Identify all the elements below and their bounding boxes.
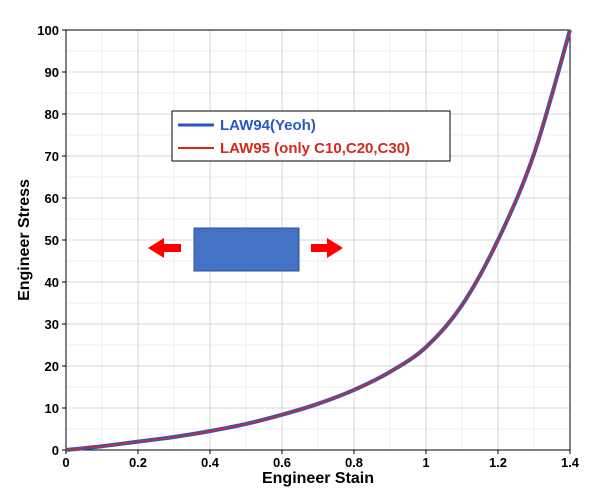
series-line-law95 bbox=[65, 29, 571, 451]
x-tick-label: 1 bbox=[422, 455, 429, 470]
y-tick-label: 70 bbox=[45, 149, 59, 164]
specimen-block bbox=[193, 227, 300, 272]
y-tick-label: 80 bbox=[45, 107, 59, 122]
x-tick-label: 0.2 bbox=[129, 455, 147, 470]
legend-label-law94: LAW94(Yeoh) bbox=[220, 117, 316, 134]
left-arrow-icon bbox=[148, 238, 181, 258]
y-tick-label: 40 bbox=[45, 275, 59, 290]
legend-label-law95: LAW95 (only C10,C20,C30) bbox=[220, 140, 410, 157]
legend: LAW94(Yeoh) LAW95 (only C10,C20,C30) bbox=[171, 110, 451, 162]
y-tick-label: 30 bbox=[45, 317, 59, 332]
y-tick-label: 100 bbox=[37, 23, 59, 38]
x-tick-label: 1.4 bbox=[561, 455, 580, 470]
tension-illustration bbox=[148, 227, 343, 272]
y-tick-label: 20 bbox=[45, 359, 59, 374]
legend-box bbox=[171, 110, 451, 162]
x-tick-label: 0 bbox=[62, 455, 69, 470]
y-tick-label: 50 bbox=[45, 233, 59, 248]
axis-ticks: 0 0.2 0.4 0.6 0.8 1 1.2 1.4 0 10 20 30 40 50 60 70 80 90 1… bbox=[37, 23, 580, 470]
y-tick-label: 10 bbox=[45, 401, 59, 416]
series-group bbox=[65, 29, 572, 452]
x-axis-title: Engineer Stain bbox=[262, 470, 374, 487]
y-axis-title: Engineer Stress bbox=[16, 179, 33, 301]
grid bbox=[65, 29, 571, 451]
y-tick-label: 60 bbox=[45, 191, 59, 206]
x-tick-label: 1.2 bbox=[489, 455, 507, 470]
x-tick-label: 0.8 bbox=[345, 455, 363, 470]
y-tick-label: 0 bbox=[52, 443, 59, 458]
x-tick-label: 0.6 bbox=[273, 455, 291, 470]
x-tick-label: 0.4 bbox=[201, 455, 220, 470]
right-arrow-icon bbox=[311, 238, 343, 258]
y-tick-label: 90 bbox=[45, 65, 59, 80]
